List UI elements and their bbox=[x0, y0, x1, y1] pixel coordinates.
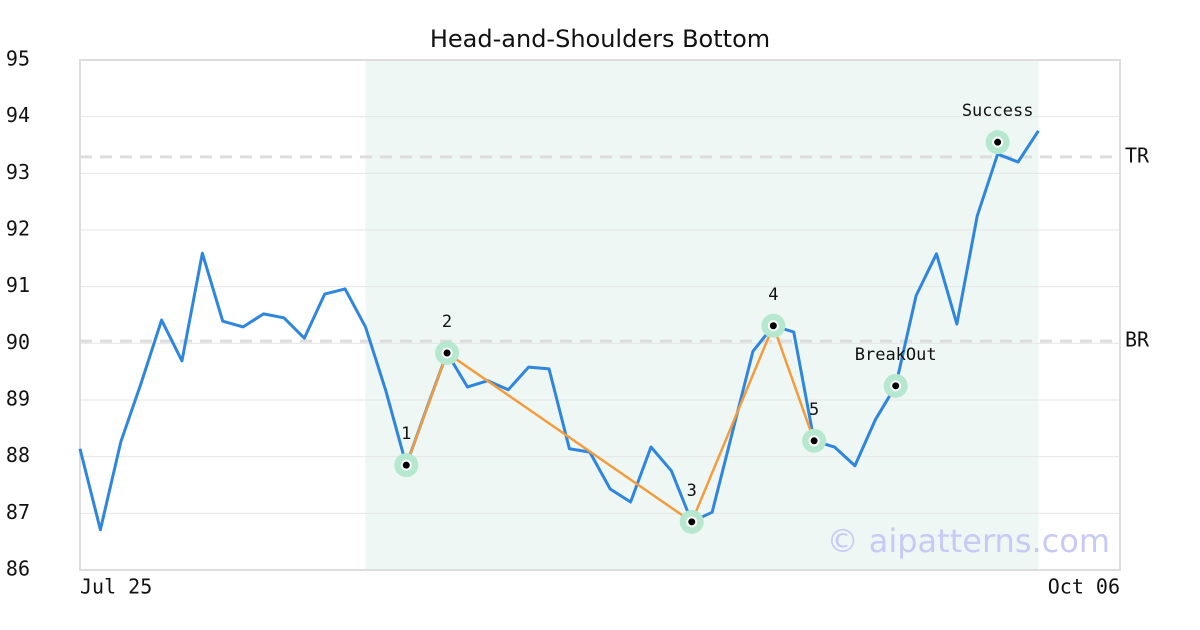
point-dot bbox=[992, 136, 1004, 148]
x-tick-label: Jul 25 bbox=[80, 575, 152, 599]
point-label: 5 bbox=[809, 400, 819, 420]
y-tick-label: 95 bbox=[6, 47, 30, 71]
y-tick-label: 94 bbox=[6, 103, 30, 127]
y-tick-label: 91 bbox=[6, 273, 30, 297]
y-tick-label: 92 bbox=[6, 217, 30, 241]
pattern-zone bbox=[365, 60, 1039, 570]
point-dot bbox=[400, 459, 412, 471]
point-dot bbox=[767, 320, 779, 332]
point-dot bbox=[808, 435, 820, 447]
point-label: BreakOut bbox=[855, 345, 937, 365]
level-label: TR bbox=[1125, 143, 1150, 167]
point-label: 2 bbox=[442, 312, 452, 332]
y-tick-label: 87 bbox=[6, 500, 30, 524]
x-tick-label: Oct 06 bbox=[1048, 575, 1120, 599]
chart-title: Head-and-Shoulders Bottom bbox=[430, 25, 770, 53]
price-line bbox=[78, 130, 1040, 532]
watermark: © aipatterns.com bbox=[827, 522, 1110, 560]
point-label: Success bbox=[962, 101, 1034, 121]
y-tick-label: 93 bbox=[6, 160, 30, 184]
y-tick-label: 86 bbox=[6, 557, 30, 581]
point-label: 4 bbox=[768, 285, 778, 305]
y-tick-label: 89 bbox=[6, 387, 30, 411]
point-dot bbox=[441, 347, 453, 359]
point-label: 1 bbox=[401, 424, 411, 444]
y-tick-label: 88 bbox=[6, 443, 30, 467]
plot-frame bbox=[79, 59, 1121, 571]
point-dot bbox=[686, 516, 698, 528]
y-tick-label: 90 bbox=[6, 330, 30, 354]
point-dot bbox=[890, 380, 902, 392]
level-label: BR bbox=[1125, 328, 1150, 352]
point-label: 3 bbox=[687, 481, 697, 501]
